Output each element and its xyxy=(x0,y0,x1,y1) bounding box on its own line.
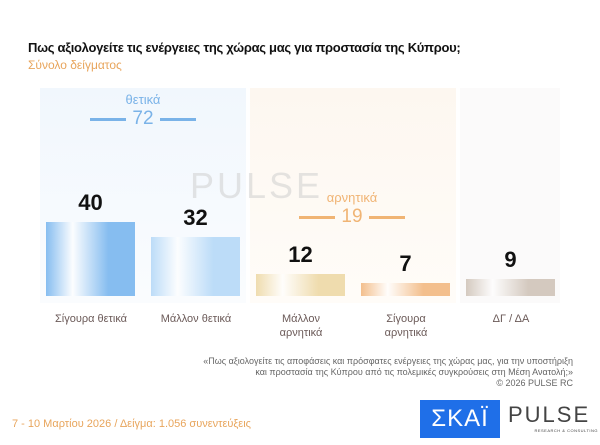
bar xyxy=(151,236,240,296)
data-label: 12 xyxy=(288,241,313,267)
category-label: Μάλλον αρνητικά xyxy=(279,313,323,339)
category-label: Σίγουρα αρνητικά xyxy=(384,313,428,339)
survey-info: 7 - 10 Μαρτίου 2026 / Δείγμα: 1.056 συνε… xyxy=(12,418,251,430)
category-label: ΔΓ / ΔΑ xyxy=(492,313,530,325)
total-value: 72 xyxy=(132,108,154,129)
group-label-positive: θετικά xyxy=(125,92,161,107)
data-label: 7 xyxy=(399,251,412,277)
group-label-negative: αρνητικά xyxy=(326,190,378,205)
pulse-watermark: PULSE xyxy=(190,165,324,206)
chart-title: Πως αξιολογείτε τις ενέργειες της χώρας … xyxy=(28,40,461,55)
group-total-positive: 72 xyxy=(73,108,213,130)
chart-subtitle: Σύνολο δείγματος xyxy=(28,58,122,72)
pulse-logo-text: PULSE xyxy=(508,402,591,427)
data-label: 32 xyxy=(183,204,208,230)
data-label: 40 xyxy=(78,190,103,215)
pulse-logo-sub: RESEARCH & CONSULTING xyxy=(534,428,598,433)
bar xyxy=(361,283,450,296)
group-total-negative: 19 xyxy=(282,206,422,228)
category-label: Μάλλον θετικά xyxy=(160,313,232,325)
negative-panel xyxy=(250,88,456,303)
pulse-logo: PULSE RESEARCH & CONSULTING xyxy=(508,402,598,438)
skai-logo: ΣΚΑΪ xyxy=(420,400,500,438)
note-line: «Πως αξιολογείτε τις αποφάσεις και πρόσφ… xyxy=(203,356,573,366)
category-label: Σίγουρα θετικά xyxy=(54,313,128,325)
dk-panel xyxy=(460,88,560,303)
data-label: 9 xyxy=(504,247,517,273)
bar xyxy=(46,222,135,296)
bar xyxy=(256,273,345,296)
note-line: και προστασία της Κύπρου από τις πολεμικ… xyxy=(255,367,573,377)
question-note: «Πως αξιολογείτε τις αποφάσεις και πρόσφ… xyxy=(203,356,573,389)
bar xyxy=(466,279,555,296)
total-value: 19 xyxy=(341,206,363,227)
copyright: © 2026 PULSE RC xyxy=(496,378,573,388)
